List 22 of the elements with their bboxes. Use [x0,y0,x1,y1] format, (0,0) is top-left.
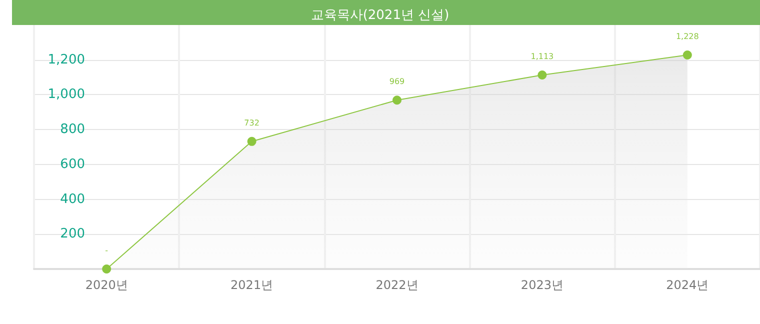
x-tick-label: 2021년 [230,278,274,292]
y-tick-label: 400 [60,192,85,207]
x-tick-label: 2020년 [85,278,128,292]
point [392,96,402,105]
data-label: 969 [389,77,405,86]
point [102,264,112,274]
y-tick-label: 1,200 [48,52,85,68]
data-label: 1,228 [676,32,699,41]
point [538,70,547,80]
y-tick-label: 800 [60,122,85,138]
data-label: - [105,246,108,255]
y-tick-label: 200 [60,226,85,242]
x-tick-label: 2023년 [520,278,564,292]
chart-title: 교육목사(2021년 신설) [310,8,450,23]
y-tick-label: 600 [60,156,85,172]
point [247,136,256,146]
data-label: 732 [244,118,260,128]
point [682,50,692,60]
x-tick-label: 2022년 [376,278,418,292]
data-label: 1,113 [530,52,554,62]
y-tick-label: 1,000 [48,87,85,102]
x-tick-label: 2024년 [666,278,709,292]
